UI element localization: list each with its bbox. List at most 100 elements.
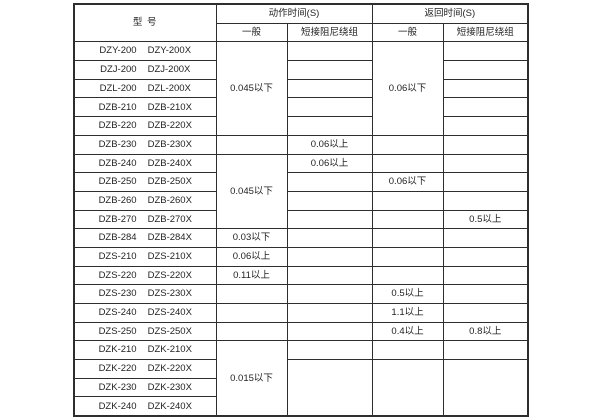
table-row: DZB-240 DZB-240X 0.045以下 0.06以上 [73,153,529,230]
model-cell: DZS-240 DZS-240X [73,303,217,323]
return-damped-value-cell [442,246,529,267]
model-name: DZK-240 [98,400,137,412]
action-general-value-cell: 0.06以上 [215,246,288,267]
return-damped-value-cell [442,172,529,192]
return-damped-value-cell [442,134,529,155]
return-general-value-cell [371,190,444,211]
model-cell: DZY-200 DZY-200X [73,41,217,62]
model-name: DZL-200X [147,82,191,94]
model-name: DZB-284X [147,232,192,244]
model-name: DZJ-200 [100,64,137,76]
model-cell: DZS-250 DZS-250X [73,321,217,342]
model-name: DZB-270 [98,213,137,225]
table-row: DZB-260 DZB-260X [73,190,529,211]
model-name-pair: DZS-250 DZS-250X [75,325,215,337]
model-name: DZS-230 [98,288,137,300]
return-damped-value-cell [442,359,529,417]
model-cell: DZS-220 DZS-220X [73,265,217,286]
model-name-pair: DZB-270 DZB-270X [75,213,215,225]
model-column-header: 型 号 [73,3,217,43]
model-name: DZK-210 [98,344,137,356]
return-damped-value-cell [442,41,529,62]
action-general-value-cell: 0.045以下 [215,41,288,136]
action-damped-value-cell [286,41,373,62]
model-cell: DZB-250 DZB-250X [73,172,217,192]
model-cell: DZK-230 DZK-230X [73,377,217,398]
model-name-pair: DZB-240 DZB-240X [75,159,215,169]
model-name-pair: DZB-220 DZB-220X [75,120,215,132]
model-cell: DZK-210 DZK-210X [73,340,217,361]
model-name: DZB-230 [98,138,137,150]
action-damped-value-cell [286,246,373,267]
model-name-pair: DZB-284 DZB-284X [75,232,215,244]
return-time-group-header: 返回时间(S) [371,3,529,24]
page: 型 号 动作时间(S) 返回时间(S) 一般 短接阻尼绕组 一般 短接阻尼绕组 … [73,3,530,417]
action-general-value-cell [215,134,288,155]
table-row: DZB-250 DZB-250X 0.06以下 [73,172,529,192]
model-name-pair: DZS-220 DZS-220X [75,269,215,281]
model-name: DZB-284 [98,232,137,244]
model-name: DZK-210X [147,344,192,356]
model-name-pair: DZJ-200 DZJ-200X [75,64,215,76]
return-general-value-cell: 0.06以下 [371,41,444,136]
return-damped-value-cell [442,60,529,80]
model-name: DZS-240 [98,307,137,319]
return-damped-value-cell [442,116,529,136]
model-name-pair: DZB-230 DZB-230X [75,138,215,150]
model-name: DZS-250 [98,325,137,337]
table-row: DZS-230 DZS-230X 0.5以上 [73,284,529,304]
table-row: DZB-210 DZB-210X [73,97,529,118]
return-general-value-cell: 0.06以下 [371,172,444,192]
model-name: DZK-240X [147,400,192,412]
model-cell: DZS-210 DZS-210X [73,246,217,267]
action-general-subheader: 一般 [215,22,288,43]
return-damped-value-cell [442,228,529,248]
action-damped-value-cell [286,321,373,342]
model-name: DZS-250X [147,325,192,337]
return-damped-value-cell [442,153,529,174]
action-general-value-cell [215,303,288,323]
model-name-pair: DZY-200 DZY-200X [75,46,215,56]
model-name: DZB-260X [147,194,192,206]
model-name: DZJ-200X [147,64,191,76]
action-damped-value-cell [286,265,373,286]
model-name: DZB-220 [98,120,137,132]
action-damped-value-cell [286,209,373,230]
model-name-pair: DZB-210 DZB-210X [75,101,215,113]
return-general-value-cell [371,228,444,248]
return-general-value-cell [371,246,444,267]
model-name-pair: DZB-260 DZB-260X [75,194,215,206]
table-row: DZS-250 DZS-250X 0.4以上 0.8以上 [73,321,529,342]
model-name-pair: DZL-200 DZL-200X [75,82,215,94]
table-row: DZK-230 DZK-230X [73,377,528,398]
table-row: DZB-270 DZB-270X 0.5以上 [73,209,529,230]
return-general-value-cell [371,209,444,230]
action-damped-value-cell [286,359,373,417]
return-general-value-cell [371,340,444,361]
model-name: DZB-210X [147,101,192,113]
table-body: DZY-200 DZY-200X 0.045以下 0.06以下 DZJ-200 DZJ-2… [73,41,529,417]
table-row: DZK-210 DZK-210X 0.015以下 [73,340,529,417]
model-name-pair: DZK-230 DZK-230X [75,381,215,393]
action-damped-value-cell [286,97,373,118]
action-time-group-header: 动作时间(S) [215,3,373,24]
model-name: DZK-230X [147,381,192,393]
model-name: DZS-220 [98,269,137,281]
model-cell: DZL-200 DZL-200X [73,78,217,99]
action-general-value-cell: 0.045以下 [215,153,288,230]
action-damped-value-cell [286,340,373,361]
return-damped-value-cell [442,190,529,211]
model-cell: DZB-284 DZB-284X [73,228,217,248]
return-general-value-cell [371,153,444,174]
header-row-groups: 型 号 动作时间(S) 返回时间(S) [73,3,529,43]
return-damped-value-cell: 0.8以上 [442,321,529,342]
return-damped-value-cell [442,284,529,304]
action-damped-value-cell [286,284,373,304]
model-cell: DZB-260 DZB-260X [73,190,217,211]
return-general-value-cell: 1.1以上 [371,303,444,323]
model-name: DZS-210X [147,251,192,263]
action-damped-value-cell [286,190,373,211]
return-damped-value-cell [442,78,529,99]
model-name-pair: DZK-240 DZK-240X [75,400,215,412]
model-cell: DZB-230 DZB-230X [73,134,217,155]
